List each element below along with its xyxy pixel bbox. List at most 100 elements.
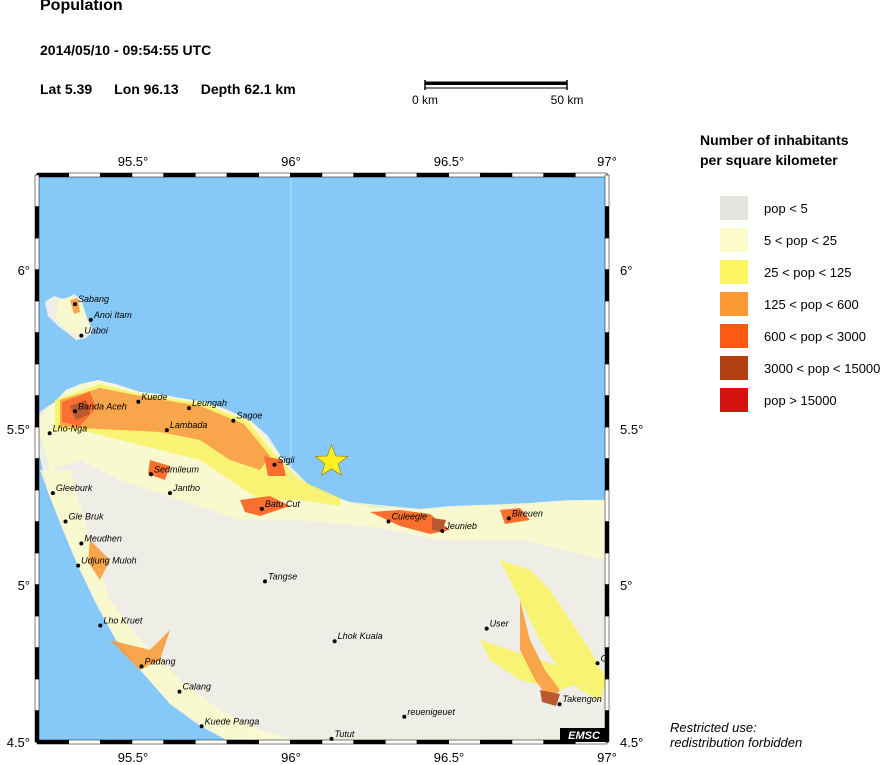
place-label: Sagoe bbox=[236, 411, 262, 421]
legend-title-line2: per square kilometer bbox=[700, 152, 838, 168]
place-label: Anoi Itam bbox=[93, 310, 133, 320]
place-label: Kuede bbox=[141, 392, 167, 402]
frame-tick bbox=[604, 521, 610, 554]
place-label: Sabang bbox=[78, 294, 109, 304]
place-label: Jantho bbox=[172, 483, 200, 493]
lon-tick-label: 96° bbox=[281, 750, 301, 765]
scale-bar: 0 km 50 km bbox=[412, 80, 583, 107]
legend-swatch bbox=[720, 228, 748, 252]
frame-tick bbox=[34, 521, 40, 554]
legend-title: Number of inhabitants per square kilomet… bbox=[700, 130, 849, 170]
legend-label: pop < 5 bbox=[764, 200, 808, 216]
place-label: Sigli bbox=[278, 455, 296, 465]
event-latitude: Lat 5.39 bbox=[40, 81, 93, 97]
place-label: reuenigeuet bbox=[407, 707, 455, 717]
frame-tick bbox=[34, 300, 40, 333]
frame-tick bbox=[604, 489, 610, 522]
legend-swatch bbox=[720, 356, 748, 380]
frame-tick bbox=[34, 458, 40, 491]
place-dot bbox=[259, 506, 264, 511]
frame-tick bbox=[385, 172, 418, 178]
restricted-notice: Restricted use: redistribution forbidden bbox=[670, 720, 802, 750]
lon-tick-label: 96.5° bbox=[434, 154, 465, 169]
place-label: Uaboi bbox=[84, 326, 109, 336]
lat-tick-label: 6° bbox=[18, 263, 30, 278]
event-datetime: 2014/05/10 - 09:54:55 UTC bbox=[40, 42, 212, 58]
emsc-watermark-box bbox=[560, 728, 608, 742]
legend-label: pop > 15000 bbox=[764, 392, 837, 408]
frame-tick bbox=[604, 552, 610, 585]
frame-tick bbox=[163, 739, 196, 745]
legend-title-line1: Number of inhabitants bbox=[700, 132, 849, 148]
frame-tick bbox=[604, 615, 610, 648]
frame-tick bbox=[604, 647, 610, 680]
place-dot bbox=[595, 661, 600, 666]
place-dot bbox=[88, 317, 93, 322]
frame-tick bbox=[604, 363, 610, 396]
frame-tick bbox=[34, 426, 40, 459]
place-label: C bbox=[601, 653, 608, 663]
scale-label-end: 50 km bbox=[551, 93, 584, 107]
frame-tick bbox=[448, 739, 481, 745]
place-dot bbox=[199, 724, 204, 729]
lat-tick-label: 4.5° bbox=[7, 735, 30, 750]
legend-label: 5 < pop < 25 bbox=[764, 232, 838, 248]
frame-tick bbox=[34, 647, 40, 680]
event-info: Lat 5.39 Lon 96.13 Depth 62.1 km bbox=[40, 81, 318, 97]
place-label: Kuede Panga bbox=[205, 716, 260, 726]
emsc-watermark: EMSC bbox=[568, 730, 601, 742]
place-label: Tutut bbox=[335, 729, 355, 739]
lon-tick-label: 95.5° bbox=[118, 750, 149, 765]
place-dot bbox=[98, 623, 103, 628]
place-dot bbox=[440, 528, 445, 533]
frame-tick bbox=[34, 206, 40, 239]
lat-tick-label: 6° bbox=[620, 263, 632, 278]
frame-tick bbox=[34, 237, 40, 270]
place-dot bbox=[557, 702, 562, 707]
event-longitude: Lon 96.13 bbox=[114, 81, 179, 97]
frame-tick bbox=[511, 739, 544, 745]
place-label: Culeegle bbox=[392, 512, 428, 522]
frame-tick bbox=[34, 489, 40, 522]
place-dot bbox=[263, 579, 267, 584]
frame-tick bbox=[604, 269, 610, 302]
restricted-line1: Restricted use: bbox=[670, 720, 757, 735]
place-label: Bireuen bbox=[512, 508, 543, 518]
lat-tick-labels-left: 6° 5.5° 5° 4.5° bbox=[7, 263, 30, 750]
legend-item: pop < 5 bbox=[720, 196, 808, 220]
legend-label: 600 < pop < 3000 bbox=[764, 328, 866, 344]
lon-tick-labels-bottom: 95.5° 96° 96.5° 97° bbox=[118, 750, 617, 765]
frame-ticks bbox=[34, 172, 610, 745]
place-label: Jeunieb bbox=[444, 521, 477, 531]
frame-tick bbox=[34, 552, 40, 585]
frame-tick bbox=[36, 172, 69, 178]
lon-tick-label: 96.5° bbox=[434, 750, 465, 765]
place-dot bbox=[76, 563, 81, 568]
place-dot bbox=[63, 519, 68, 524]
frame-tick bbox=[131, 172, 164, 178]
place-dot bbox=[139, 664, 144, 669]
frame-tick bbox=[258, 739, 291, 745]
frame-tick bbox=[258, 172, 291, 178]
frame-tick bbox=[604, 678, 610, 711]
lat-tick-label: 5° bbox=[18, 578, 30, 593]
frame-tick bbox=[34, 174, 40, 207]
frame-tick bbox=[511, 172, 544, 178]
legend-swatch bbox=[720, 260, 748, 284]
frame-tick bbox=[226, 739, 259, 745]
place-label: User bbox=[490, 619, 510, 629]
frame-tick bbox=[604, 206, 610, 239]
place-label: Lho-Nga bbox=[53, 423, 88, 433]
frame-tick bbox=[416, 739, 449, 745]
event-depth: Depth 62.1 km bbox=[200, 81, 296, 97]
lon-tick-label: 97° bbox=[597, 154, 617, 169]
frame-tick bbox=[604, 395, 610, 428]
place-dot bbox=[149, 472, 153, 477]
epicenter-layer bbox=[314, 443, 349, 477]
place-label: Tangse bbox=[268, 571, 297, 581]
place-dot bbox=[47, 431, 52, 436]
epicenter-star-icon bbox=[314, 443, 349, 477]
frame-tick bbox=[195, 739, 228, 745]
place-dot bbox=[329, 736, 334, 741]
